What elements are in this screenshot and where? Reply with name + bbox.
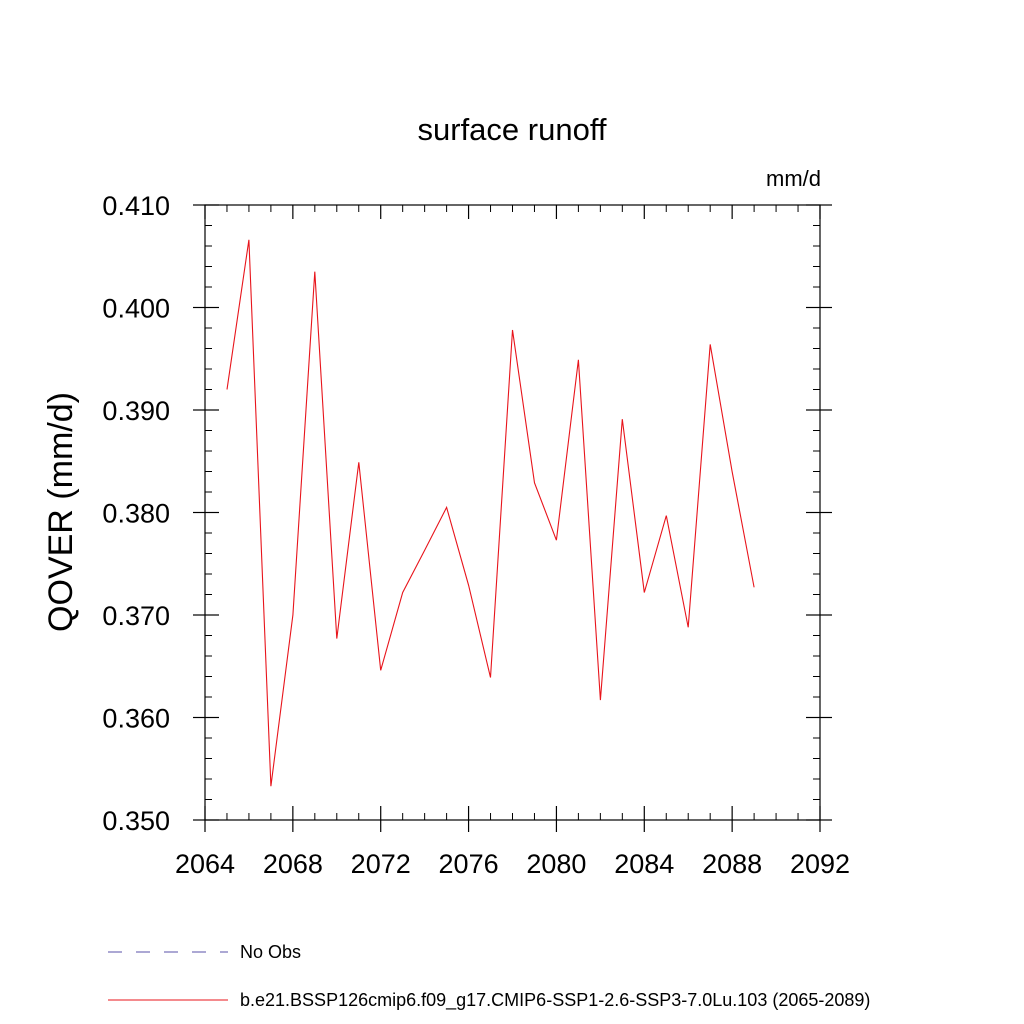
series-line bbox=[226, 239, 755, 787]
legend-label: b.e21.BSSP126cmip6.f09_g17.CMIP6-SSP1-2.… bbox=[240, 990, 870, 1011]
axis-ticks bbox=[193, 204, 832, 832]
y-tick-label: 0.370 bbox=[102, 601, 170, 631]
y-tick-label: 0.410 bbox=[102, 191, 170, 221]
y-axis-label: QOVER (mm/d) bbox=[42, 392, 80, 632]
x-tick-label: 2080 bbox=[526, 849, 586, 879]
y-tick-label: 0.380 bbox=[102, 499, 170, 529]
series-group bbox=[226, 239, 755, 787]
chart-title: surface runoff bbox=[418, 112, 607, 147]
x-tick-label: 2064 bbox=[175, 849, 235, 879]
x-tick-label: 2068 bbox=[263, 849, 323, 879]
legend: No Obs b.e21.BSSP126cmip6.f09_g17.CMIP6-S… bbox=[108, 942, 870, 1011]
x-tick-label: 2076 bbox=[439, 849, 499, 879]
y-tick-label: 0.390 bbox=[102, 396, 170, 426]
y-tick-label: 0.350 bbox=[102, 806, 170, 836]
y-tick-label: 0.400 bbox=[102, 294, 170, 324]
x-tick-label: 2084 bbox=[614, 849, 674, 879]
units-label: mm/d bbox=[766, 166, 821, 191]
legend-label: No Obs bbox=[240, 942, 301, 962]
plot-frame bbox=[204, 204, 821, 821]
y-tick-label: 0.360 bbox=[102, 704, 170, 734]
axis-tick-labels: 2064 2068 2072 2076 2080 2084 2088 2092 0.350 0.3… bbox=[102, 191, 850, 879]
x-tick-label: 2072 bbox=[351, 849, 411, 879]
x-tick-label: 2092 bbox=[790, 849, 850, 879]
x-tick-label: 2088 bbox=[702, 849, 762, 879]
